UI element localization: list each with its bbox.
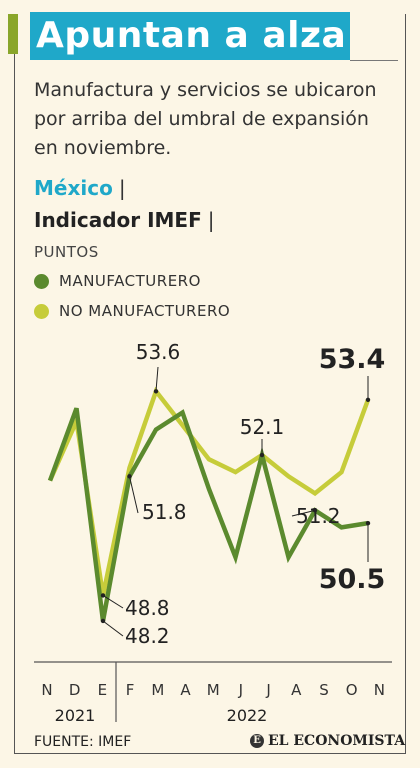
- x-tick-label-3: F: [126, 681, 135, 699]
- source-note: FUENTE: IMEF: [34, 734, 132, 750]
- annotation-leader-1: [129, 476, 139, 514]
- annotation-marker-1: [127, 474, 132, 479]
- x-tick-label-4: M: [151, 681, 164, 699]
- legend-label-non-manufacturing: NO MANUFACTURERO: [59, 302, 231, 320]
- year-label-2021: 2021: [55, 706, 96, 725]
- data-label-7: 50.5: [319, 564, 386, 595]
- indicator-label: Indicador IMEF |: [34, 208, 215, 232]
- chart-frame: [14, 14, 406, 754]
- separator: |: [118, 176, 126, 200]
- data-label-6: 53.4: [319, 344, 386, 375]
- legend-swatch-manufacturing: [34, 273, 49, 289]
- annotation-marker-5: [312, 508, 318, 513]
- country-name: México: [34, 176, 113, 200]
- x-tick-label-5: A: [180, 681, 191, 699]
- x-tick-label-6: M: [207, 681, 220, 699]
- unit-label: PUNTOS: [34, 243, 99, 261]
- annotation-leader-0: [155, 366, 159, 392]
- page-title: Apuntan a alza: [30, 12, 350, 60]
- subtitle: Manufactura y servicios se ubicaron por …: [34, 79, 377, 159]
- x-tick-label-7: J: [238, 681, 243, 699]
- legend-item-manufacturing: MANUFACTURERO: [34, 272, 201, 290]
- separator: |: [207, 208, 215, 232]
- x-tick-label-2: E: [98, 681, 107, 699]
- title-rule: [350, 60, 398, 61]
- brand-name: EL ECONOMISTA: [268, 733, 406, 749]
- data-label-4: 52.1: [240, 415, 285, 439]
- brand-mark-icon: E: [250, 734, 264, 748]
- x-tick-label-12: N: [374, 681, 385, 699]
- legend-swatch-non-manufacturing: [34, 303, 49, 319]
- annotation-leader-2: [102, 595, 124, 609]
- brand-logo: E EL ECONOMISTA: [250, 733, 405, 749]
- data-label-3: 48.2: [125, 624, 170, 648]
- x-tick-label-0: N: [41, 681, 52, 699]
- data-label-1: 51.8: [142, 500, 187, 524]
- title-accent-bar: [8, 14, 18, 54]
- country-label: México |: [34, 176, 126, 200]
- x-tick-label-11: O: [346, 681, 358, 699]
- annotation-leader-3: [102, 620, 124, 637]
- data-label-2: 48.8: [125, 596, 170, 620]
- indicator-name: Indicador IMEF: [34, 208, 202, 232]
- annotation-leader-5: [291, 509, 316, 517]
- x-tick-label-1: D: [69, 681, 81, 699]
- x-tick-label-9: A: [291, 681, 302, 699]
- x-tick-label-10: S: [319, 681, 329, 699]
- x-tick-label-8: J: [265, 681, 270, 699]
- year-label-2022: 2022: [227, 706, 268, 725]
- legend-item-non-manufacturing: NO MANUFACTURERO: [34, 302, 230, 320]
- data-label-0: 53.6: [136, 340, 181, 364]
- data-label-5: 51.2: [296, 504, 341, 528]
- legend-label-manufacturing: MANUFACTURERO: [59, 272, 201, 290]
